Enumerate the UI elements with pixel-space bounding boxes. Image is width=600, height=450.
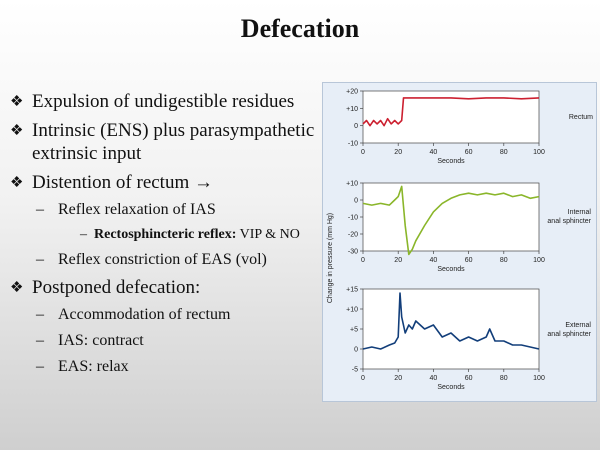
panel-label-external-line1: External (565, 322, 591, 329)
series-line (362, 185, 540, 256)
sub-bullet-text: Reflex constriction of EAS (vol) (58, 251, 267, 268)
x-tick-label: 0 (361, 257, 365, 264)
y-tick-label: -30 (348, 249, 358, 256)
x-axis-label: Seconds (437, 266, 465, 273)
x-tick-label: 40 (430, 257, 438, 264)
sub-bullet-item: – EAS: relax (10, 357, 322, 377)
y-tick-label: +15 (346, 287, 358, 294)
y-tick-label: -10 (348, 215, 358, 222)
x-tick-label: 60 (465, 257, 473, 264)
x-tick-label: 80 (500, 149, 508, 156)
pressure-figure: Change in pressure (mm Hg) +20 +10 0 -10 0 20… (322, 82, 597, 402)
diamond-bullet-icon: ❖ (10, 94, 24, 110)
y-tick-label: +10 (346, 106, 358, 113)
y-tick-label: -20 (348, 232, 358, 239)
bullet-item: ❖ Intrinsic (ENS) plus parasympathetic e… (10, 119, 322, 165)
x-tick-label: 60 (465, 375, 473, 382)
dash-bullet-icon: – (36, 358, 44, 375)
x-tick-label: 80 (500, 375, 508, 382)
x-tick-label: 100 (533, 257, 545, 264)
bullet-text: Postponed defecation: (32, 277, 201, 298)
y-tick-label: +20 (346, 89, 358, 96)
plot-frame (362, 182, 540, 252)
x-axis-label: Seconds (437, 158, 465, 165)
x-tick-label: 20 (394, 149, 402, 156)
panel-label-rectum: Rectum (569, 114, 593, 121)
y-tick-label: +10 (346, 181, 358, 188)
diamond-bullet-icon: ❖ (10, 280, 24, 296)
bullet-item: ❖ Distention of rectum → (10, 171, 322, 194)
bold-term: Rectosphincteric reflex: (94, 227, 237, 242)
sub-bullet-item: – Reflex constriction of EAS (vol) (10, 250, 322, 270)
x-tick-label: 60 (465, 149, 473, 156)
panel-label-internal-line1: Internal (568, 209, 592, 216)
x-tick-label: 80 (500, 257, 508, 264)
x-tick-label: 20 (394, 375, 402, 382)
sub-bullet-item: – IAS: contract (10, 331, 322, 351)
y-tick-label: +5 (350, 327, 358, 334)
dash-bullet-icon: – (36, 332, 44, 349)
sub-bullet-item: – Accommodation of rectum (10, 305, 322, 325)
sub-bullet-text: Accommodation of rectum (58, 306, 231, 323)
sub-bullet-item: – Reflex relaxation of IAS (10, 200, 322, 220)
x-tick-label: 0 (361, 375, 365, 382)
series-line (362, 292, 540, 350)
sub-bullet-text: EAS: relax (58, 358, 129, 375)
y-axis-label: Change in pressure (mm Hg) (327, 213, 334, 303)
y-tick-label: 0 (354, 123, 358, 130)
x-tick-label: 20 (394, 257, 402, 264)
panel-label-internal-line2: anal sphincter (547, 218, 591, 225)
x-tick-label: 0 (361, 149, 365, 156)
series-line (362, 97, 540, 127)
sub-sub-bullet-text: VIP & NO (236, 227, 300, 242)
pressure-chart: Change in pressure (mm Hg) +20+100-100 20… (327, 89, 593, 392)
dash-bullet-icon: – (36, 306, 44, 323)
x-axis-label: Seconds (437, 384, 465, 391)
x-tick-label: 40 (430, 149, 438, 156)
diamond-bullet-icon: ❖ (10, 175, 24, 191)
plot-frame (362, 90, 540, 144)
y-tick-label: -10 (348, 141, 358, 148)
panel-label-external-line2: anal sphincter (547, 331, 591, 338)
x-tick-label: 100 (533, 375, 545, 382)
bullet-item: ❖ Postponed defecation: (10, 276, 322, 299)
bullet-item: ❖ Expulsion of undigestible residues (10, 90, 322, 113)
bullet-list: ❖ Expulsion of undigestible residues ❖ I… (10, 90, 322, 383)
y-tick-label: 0 (354, 198, 358, 205)
diamond-bullet-icon: ❖ (10, 123, 24, 139)
bullet-text: Distention of rectum → (32, 172, 213, 193)
bullet-text: Intrinsic (ENS) plus parasympathetic ext… (32, 120, 315, 164)
y-tick-label: +10 (346, 307, 358, 314)
x-tick-label: 40 (430, 375, 438, 382)
dash-bullet-icon: – (36, 251, 44, 268)
slide-title: Defecation (240, 14, 360, 43)
plot-frame (362, 288, 540, 370)
bullet-text: Expulsion of undigestible residues (32, 91, 295, 112)
dash-bullet-icon: – (36, 201, 44, 218)
sub-sub-bullet-item: – Rectosphincteric reflex: VIP & NO (10, 226, 322, 244)
sub-bullet-text: IAS: contract (58, 332, 144, 349)
sub-bullet-text: Reflex relaxation of IAS (58, 201, 216, 218)
y-tick-label: -5 (352, 367, 358, 374)
y-tick-label: 0 (354, 347, 358, 354)
dash-bullet-icon: – (80, 227, 87, 242)
x-tick-label: 100 (533, 149, 545, 156)
